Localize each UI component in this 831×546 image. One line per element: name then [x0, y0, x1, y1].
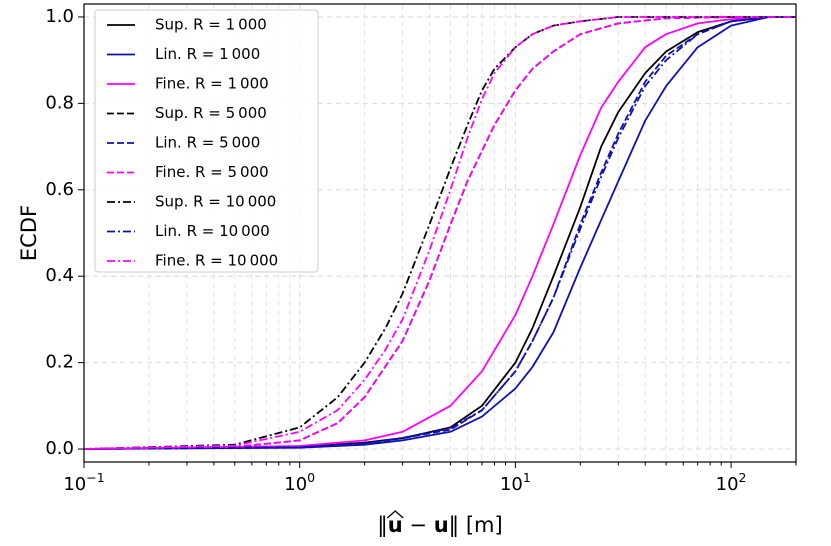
- legend-label: Fine. R = 10 000: [155, 252, 278, 270]
- legend-label: Fine. R = 1 000: [155, 75, 269, 93]
- plot-frame: [83, 3, 797, 463]
- legend-label: Sup. R = 1 000: [155, 16, 267, 34]
- series-line: [83, 16, 796, 450]
- series-lines: [83, 16, 796, 450]
- series-line: [83, 16, 796, 450]
- y-tick-label: 0.2: [45, 352, 74, 373]
- y-tick-label: 0.4: [45, 265, 74, 286]
- legend-label: Sup. R = 10 000: [155, 193, 276, 211]
- y-tick-label: 0.6: [45, 179, 74, 200]
- x-tick-label: 101: [500, 470, 531, 495]
- legend-label: Lin. R = 1 000: [155, 45, 260, 63]
- legend-label: Lin. R = 10 000: [155, 222, 270, 240]
- x-tick-label: 102: [716, 470, 747, 495]
- legend-box: [94, 9, 319, 273]
- y-axis-label: ECDF: [17, 205, 41, 261]
- y-tick-label: 0.8: [45, 92, 74, 113]
- series-line: [83, 16, 796, 450]
- series-line: [83, 16, 796, 450]
- legend-label: Fine. R = 5 000: [155, 163, 269, 181]
- x-axis-label: ‖u − u‖ [m]: [377, 513, 502, 538]
- legend-label: Lin. R = 5 000: [155, 134, 260, 152]
- y-tick-label: 1.0: [45, 6, 74, 27]
- y-tick-label: 0.0: [45, 438, 74, 459]
- axis-ticks: 0.0 0.2 0.4 0.6 0.8 1.0 10−1 100 101 102: [45, 6, 797, 495]
- x-tick-label: 10−1: [63, 470, 104, 495]
- legend: Sup. R = 1 000 Lin. R = 1 000 Fine. R = 1 …: [94, 9, 319, 273]
- legend-label: Sup. R = 5 000: [155, 104, 267, 122]
- x-tick-label: 100: [284, 470, 315, 495]
- hat-accent: [386, 510, 404, 519]
- series-line: [83, 16, 796, 450]
